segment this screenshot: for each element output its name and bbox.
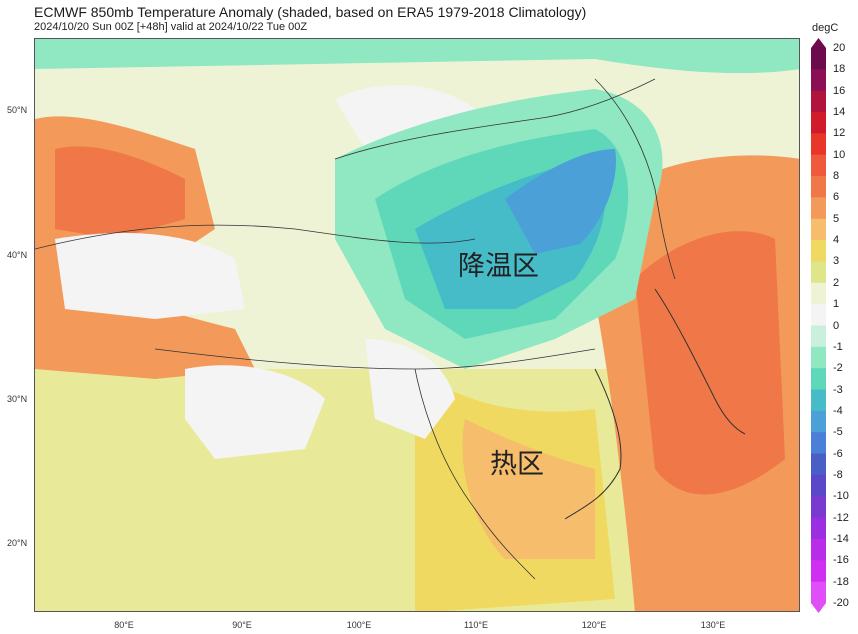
warm-region-label: 热区 [490,449,544,479]
colorbar-tick-label: -1 [833,340,843,353]
colorbar-segment [811,304,826,326]
colorbar-segment [811,48,826,70]
colorbar-segment [811,69,826,92]
colorbar-segment [811,538,826,561]
lon-label-100: 100°E [346,620,372,630]
cooling-region-label: 降温区 [458,251,539,281]
colorbar-tick-label: -10 [833,490,849,503]
colorbar-segment [811,474,826,497]
colorbar-tick-label: 1 [833,298,840,311]
colorbar-tick-label: 16 [833,84,846,97]
chart-subtitle: 2024/10/20 Sun 00Z [+48h] valid at 2024/… [34,21,308,33]
colorbar-tick-label: 5 [833,212,840,225]
colorbar-tick-label: 14 [833,106,846,119]
colorbar-segment [811,560,826,583]
colorbar-unit: degC [812,22,839,34]
lat-label-40: 40°N [7,250,28,260]
colorbar-top-arrow [811,38,826,48]
colorbar-tick-label: 20 [833,42,846,54]
lon-label-90: 90°E [232,620,252,630]
lon-label-80: 80°E [114,620,134,630]
colorbar-segment [811,410,826,433]
colorbar-tick-label: 4 [833,234,840,247]
colorbar-tick-label: -4 [833,404,843,417]
colorbar-segment [811,133,826,156]
colorbar-segment [811,282,826,305]
colorbar-tick-label: -6 [833,447,843,460]
colorbar-tick-label: -3 [833,383,843,396]
colorbar-segment [811,261,826,284]
colorbar-tick-label: -18 [833,575,849,588]
colorbar-segment [811,432,826,455]
lon-label-120: 120°E [581,620,607,630]
colorbar-segment [811,368,826,391]
colorbar-tick-label: 3 [833,255,840,268]
lon-label-110: 110°E [464,620,488,630]
chart-title: ECMWF 850mb Temperature Anomaly (shaded,… [34,4,587,20]
lat-label-50: 50°N [7,105,28,115]
lat-label-20: 20°N [7,538,28,548]
colorbar-segment [811,90,826,113]
colorbar-tick-label: -2 [833,362,843,375]
colorbar-tick-label: -16 [833,554,849,567]
colorbar-tick-label: 8 [833,170,840,183]
colorbar-tick-label: -14 [833,532,849,545]
colorbar-segment [811,517,826,540]
colorbar-segment [811,496,826,519]
colorbar-tick-label: 6 [833,191,840,204]
anomaly-map [34,38,800,612]
colorbar-segment [811,240,826,262]
colorbar-bottom-arrow [811,603,826,613]
colorbar-tick-label: 18 [833,63,846,76]
colorbar-tick-label: 2 [833,276,840,289]
colorbar [811,38,826,613]
colorbar-segment [811,176,826,198]
colorbar-tick-label: -20 [833,597,849,609]
colorbar-segment [811,154,826,177]
colorbar-segment [811,453,826,476]
colorbar-tick-label: 0 [833,319,840,332]
colorbar-tick-label: -8 [833,468,843,481]
colorbar-segment [811,112,826,134]
colorbar-segment [811,581,826,604]
colorbar-segment [811,325,826,348]
colorbar-tick-label: 12 [833,127,846,140]
colorbar-segment [811,389,826,412]
colorbar-tick-label: -5 [833,426,843,439]
map-canvas [35,39,799,611]
colorbar-tick-label: -12 [833,511,849,524]
lat-label-30: 30°N [7,394,28,404]
colorbar-segment [811,346,826,369]
lon-label-130: 130°E [700,620,726,630]
colorbar-tick-label: 10 [833,148,846,161]
colorbar-segment [811,218,826,241]
colorbar-segment [811,197,826,220]
